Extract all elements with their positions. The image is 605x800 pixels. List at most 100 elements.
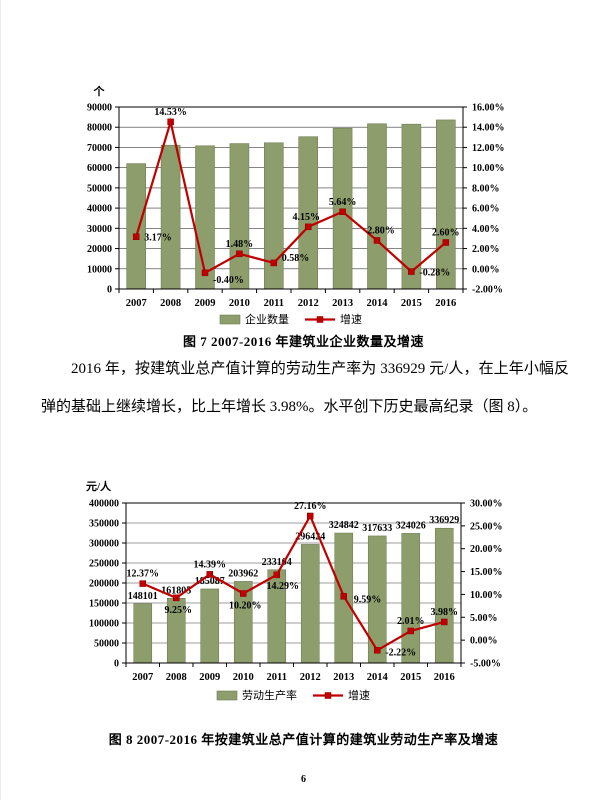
svg-text:30000: 30000: [87, 224, 112, 235]
svg-text:0.58%: 0.58%: [282, 253, 310, 264]
svg-text:2.01%: 2.01%: [397, 616, 425, 627]
svg-text:2012: 2012: [300, 672, 321, 683]
svg-text:-5.00%: -5.00%: [470, 659, 501, 670]
svg-text:2007: 2007: [132, 672, 153, 683]
svg-text:324026: 324026: [396, 520, 426, 531]
svg-text:14.53%: 14.53%: [154, 107, 187, 118]
svg-text:-0.40%: -0.40%: [213, 275, 244, 286]
svg-text:2.60%: 2.60%: [432, 227, 460, 238]
svg-text:14.29%: 14.29%: [267, 581, 300, 592]
svg-text:2014: 2014: [367, 672, 389, 683]
svg-text:80000: 80000: [87, 123, 112, 134]
svg-text:27.16%: 27.16%: [294, 501, 327, 512]
body-paragraph: 2016 年，按建筑业总产值计算的劳动生产率为 336929 元/人，在上年小幅…: [41, 361, 569, 415]
svg-text:161805: 161805: [161, 585, 191, 596]
svg-text:148101: 148101: [128, 591, 158, 602]
svg-text:-0.28%: -0.28%: [419, 268, 450, 279]
svg-text:8.00%: 8.00%: [472, 183, 500, 194]
svg-text:2016: 2016: [434, 672, 455, 683]
svg-text:50000: 50000: [94, 639, 119, 650]
svg-text:324842: 324842: [329, 520, 359, 531]
svg-text:0.00%: 0.00%: [470, 636, 498, 647]
svg-text:2013: 2013: [333, 672, 354, 683]
svg-text:233104: 233104: [262, 557, 292, 568]
figure8-caption: 图 8 2007-2016 年按建筑业总产值计算的建筑业劳动生产率及增速: [108, 732, 499, 747]
svg-text:2010: 2010: [229, 298, 250, 309]
svg-text:-2.22%: -2.22%: [385, 647, 416, 658]
svg-text:50000: 50000: [87, 183, 112, 194]
svg-text:70000: 70000: [87, 143, 112, 154]
svg-text:40000: 40000: [87, 204, 112, 215]
svg-text:90000: 90000: [87, 103, 112, 114]
svg-text:15.00%: 15.00%: [470, 567, 503, 578]
svg-text:4.00%: 4.00%: [472, 224, 500, 235]
svg-text:9.59%: 9.59%: [354, 594, 382, 605]
svg-text:20000: 20000: [87, 244, 112, 255]
svg-text:2011: 2011: [264, 298, 284, 309]
svg-text:400000: 400000: [89, 499, 119, 510]
svg-text:2.80%: 2.80%: [367, 225, 395, 236]
svg-text:3.17%: 3.17%: [144, 233, 172, 244]
svg-text:10.00%: 10.00%: [472, 163, 505, 174]
svg-text:2008: 2008: [160, 298, 181, 309]
svg-text:2011: 2011: [267, 672, 287, 683]
svg-text:4.15%: 4.15%: [292, 212, 320, 223]
svg-text:2007: 2007: [126, 298, 147, 309]
svg-text:10.20%: 10.20%: [229, 601, 262, 612]
svg-text:60000: 60000: [87, 163, 112, 174]
svg-text:10.00%: 10.00%: [470, 590, 503, 601]
svg-text:1.48%: 1.48%: [226, 239, 254, 250]
svg-text:2015: 2015: [400, 672, 421, 683]
svg-text:150000: 150000: [89, 599, 119, 610]
svg-text:增速: 增速: [340, 312, 362, 326]
svg-text:185087: 185087: [195, 576, 225, 587]
svg-text:20.00%: 20.00%: [470, 544, 503, 555]
svg-text:3.98%: 3.98%: [431, 607, 459, 618]
svg-text:2009: 2009: [195, 298, 216, 309]
svg-text:2.00%: 2.00%: [472, 244, 500, 255]
svg-text:-2.00%: -2.00%: [472, 285, 503, 296]
chart-fig7-enterprise-count: 0 10000 20000 30000 40000 50000 60000 70000 8000…: [56, 80, 596, 335]
svg-text:317633: 317633: [362, 523, 392, 534]
svg-text:2013: 2013: [332, 298, 353, 309]
svg-text:0: 0: [107, 285, 112, 296]
svg-text:元/人: 元/人: [86, 479, 112, 493]
svg-text:0: 0: [114, 659, 119, 670]
page-number: 6: [301, 774, 306, 785]
svg-text:个: 个: [93, 84, 106, 98]
svg-text:2009: 2009: [199, 672, 220, 683]
svg-text:5.00%: 5.00%: [470, 613, 498, 624]
svg-text:25.00%: 25.00%: [470, 521, 503, 532]
svg-text:200000: 200000: [89, 579, 119, 590]
svg-text:100000: 100000: [89, 619, 119, 630]
svg-text:250000: 250000: [89, 559, 119, 570]
svg-text:12.37%: 12.37%: [127, 569, 160, 580]
svg-text:2014: 2014: [367, 298, 389, 309]
svg-text:2008: 2008: [166, 672, 187, 683]
svg-text:14.39%: 14.39%: [194, 559, 227, 570]
chart-fig7-canvas: 0 10000 20000 30000 40000 50000 60000 70000 8000…: [87, 84, 505, 326]
svg-text:增速: 增速: [348, 688, 370, 702]
svg-text:296424: 296424: [295, 531, 325, 542]
figure7-caption: 图 7 2007-2016 年建筑业企业数量及增速: [182, 334, 425, 349]
svg-text:6.00%: 6.00%: [472, 204, 500, 215]
svg-text:2016: 2016: [435, 298, 456, 309]
svg-text:企业数量: 企业数量: [245, 312, 289, 326]
svg-text:16.00%: 16.00%: [472, 103, 505, 114]
svg-text:10000: 10000: [87, 264, 112, 275]
svg-text:14.00%: 14.00%: [472, 123, 505, 134]
svg-text:2012: 2012: [298, 298, 319, 309]
svg-text:0.00%: 0.00%: [472, 264, 500, 275]
svg-text:9.25%: 9.25%: [165, 605, 193, 616]
svg-text:2015: 2015: [401, 298, 422, 309]
svg-text:2010: 2010: [233, 672, 254, 683]
svg-text:劳动生产率: 劳动生产率: [242, 688, 297, 702]
svg-text:350000: 350000: [89, 519, 119, 530]
svg-text:336929: 336929: [429, 515, 459, 526]
chart-fig8-labor-productivity: 0 50000 100000 150000 200000 250000 300000 3500…: [56, 478, 596, 712]
svg-text:12.00%: 12.00%: [472, 143, 505, 154]
svg-text:30.00%: 30.00%: [470, 499, 503, 510]
chart-fig8-canvas: 0 50000 100000 150000 200000 250000 300000 3500…: [86, 479, 503, 702]
svg-text:5.64%: 5.64%: [329, 197, 357, 208]
